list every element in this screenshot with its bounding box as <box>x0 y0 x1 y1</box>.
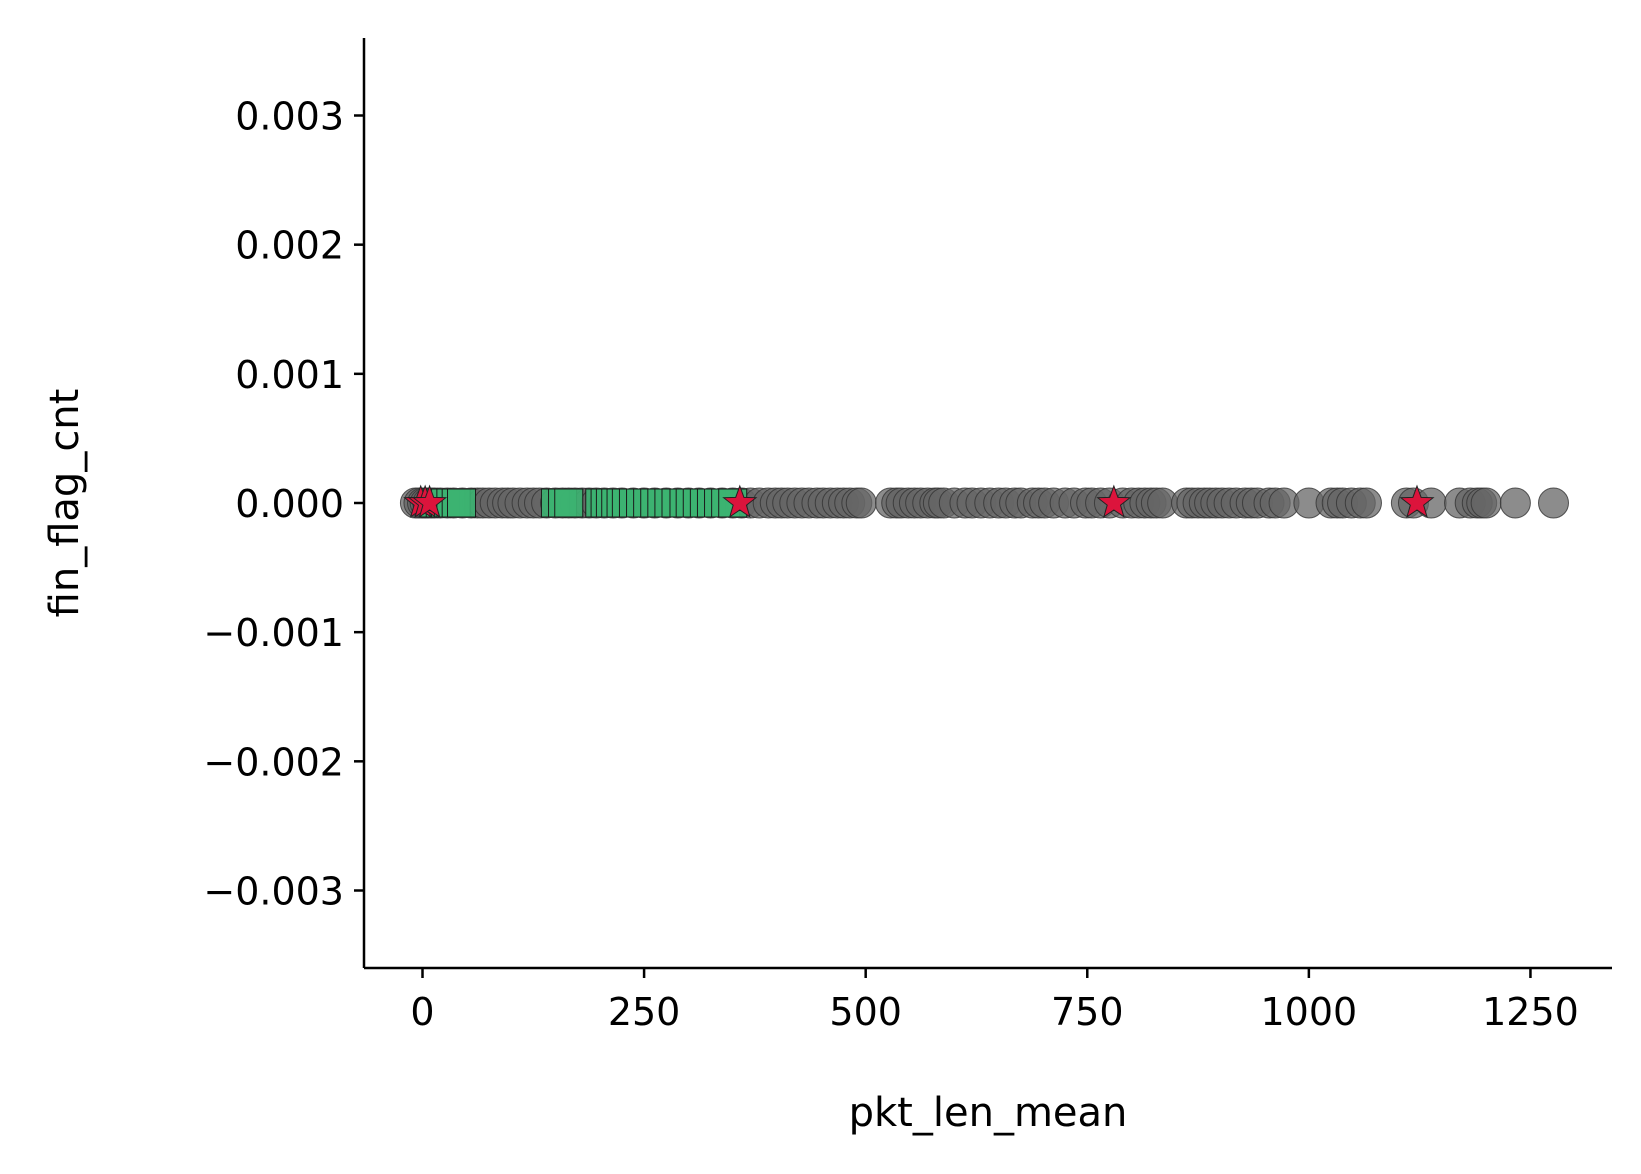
data-point-star <box>722 484 758 518</box>
y-axis-ticks: −0.003 −0.002 −0.001 0.000 0.001 0.002 0.003 <box>203 95 364 914</box>
x-axis-ticks: 0 250 500 750 1000 1250 <box>410 968 1579 1034</box>
x-tick-label: 0 <box>410 990 434 1034</box>
y-tick-label: −0.001 <box>203 611 344 655</box>
y-tick-label: −0.002 <box>203 740 344 784</box>
data-point-star <box>412 484 448 518</box>
data-point-circle <box>845 487 877 519</box>
x-tick-label: 1250 <box>1482 990 1579 1034</box>
data-point-square <box>554 488 584 518</box>
x-axis-label: pkt_len_mean <box>849 1090 1128 1136</box>
y-tick-label: 0.003 <box>235 95 344 139</box>
x-tick-label: 750 <box>1051 990 1124 1034</box>
data-point-circle <box>1350 487 1382 519</box>
y-axis-label: fin_flag_cnt <box>42 389 88 618</box>
data-point-circle <box>1538 487 1569 519</box>
data-point-star <box>1399 484 1435 518</box>
y-tick-label: −0.003 <box>203 870 344 914</box>
x-tick-label: 500 <box>829 990 902 1034</box>
data-point-circle <box>1470 487 1502 519</box>
y-tick-label: 0.001 <box>235 353 344 397</box>
plot-area <box>399 484 1569 519</box>
x-tick-label: 1000 <box>1261 990 1358 1034</box>
data-point-square <box>447 488 476 518</box>
data-point-star <box>1096 484 1132 518</box>
y-tick-label: 0.000 <box>235 482 344 526</box>
data-point-circle <box>1499 487 1531 519</box>
y-tick-label: 0.002 <box>235 224 344 268</box>
x-tick-label: 250 <box>608 990 681 1034</box>
